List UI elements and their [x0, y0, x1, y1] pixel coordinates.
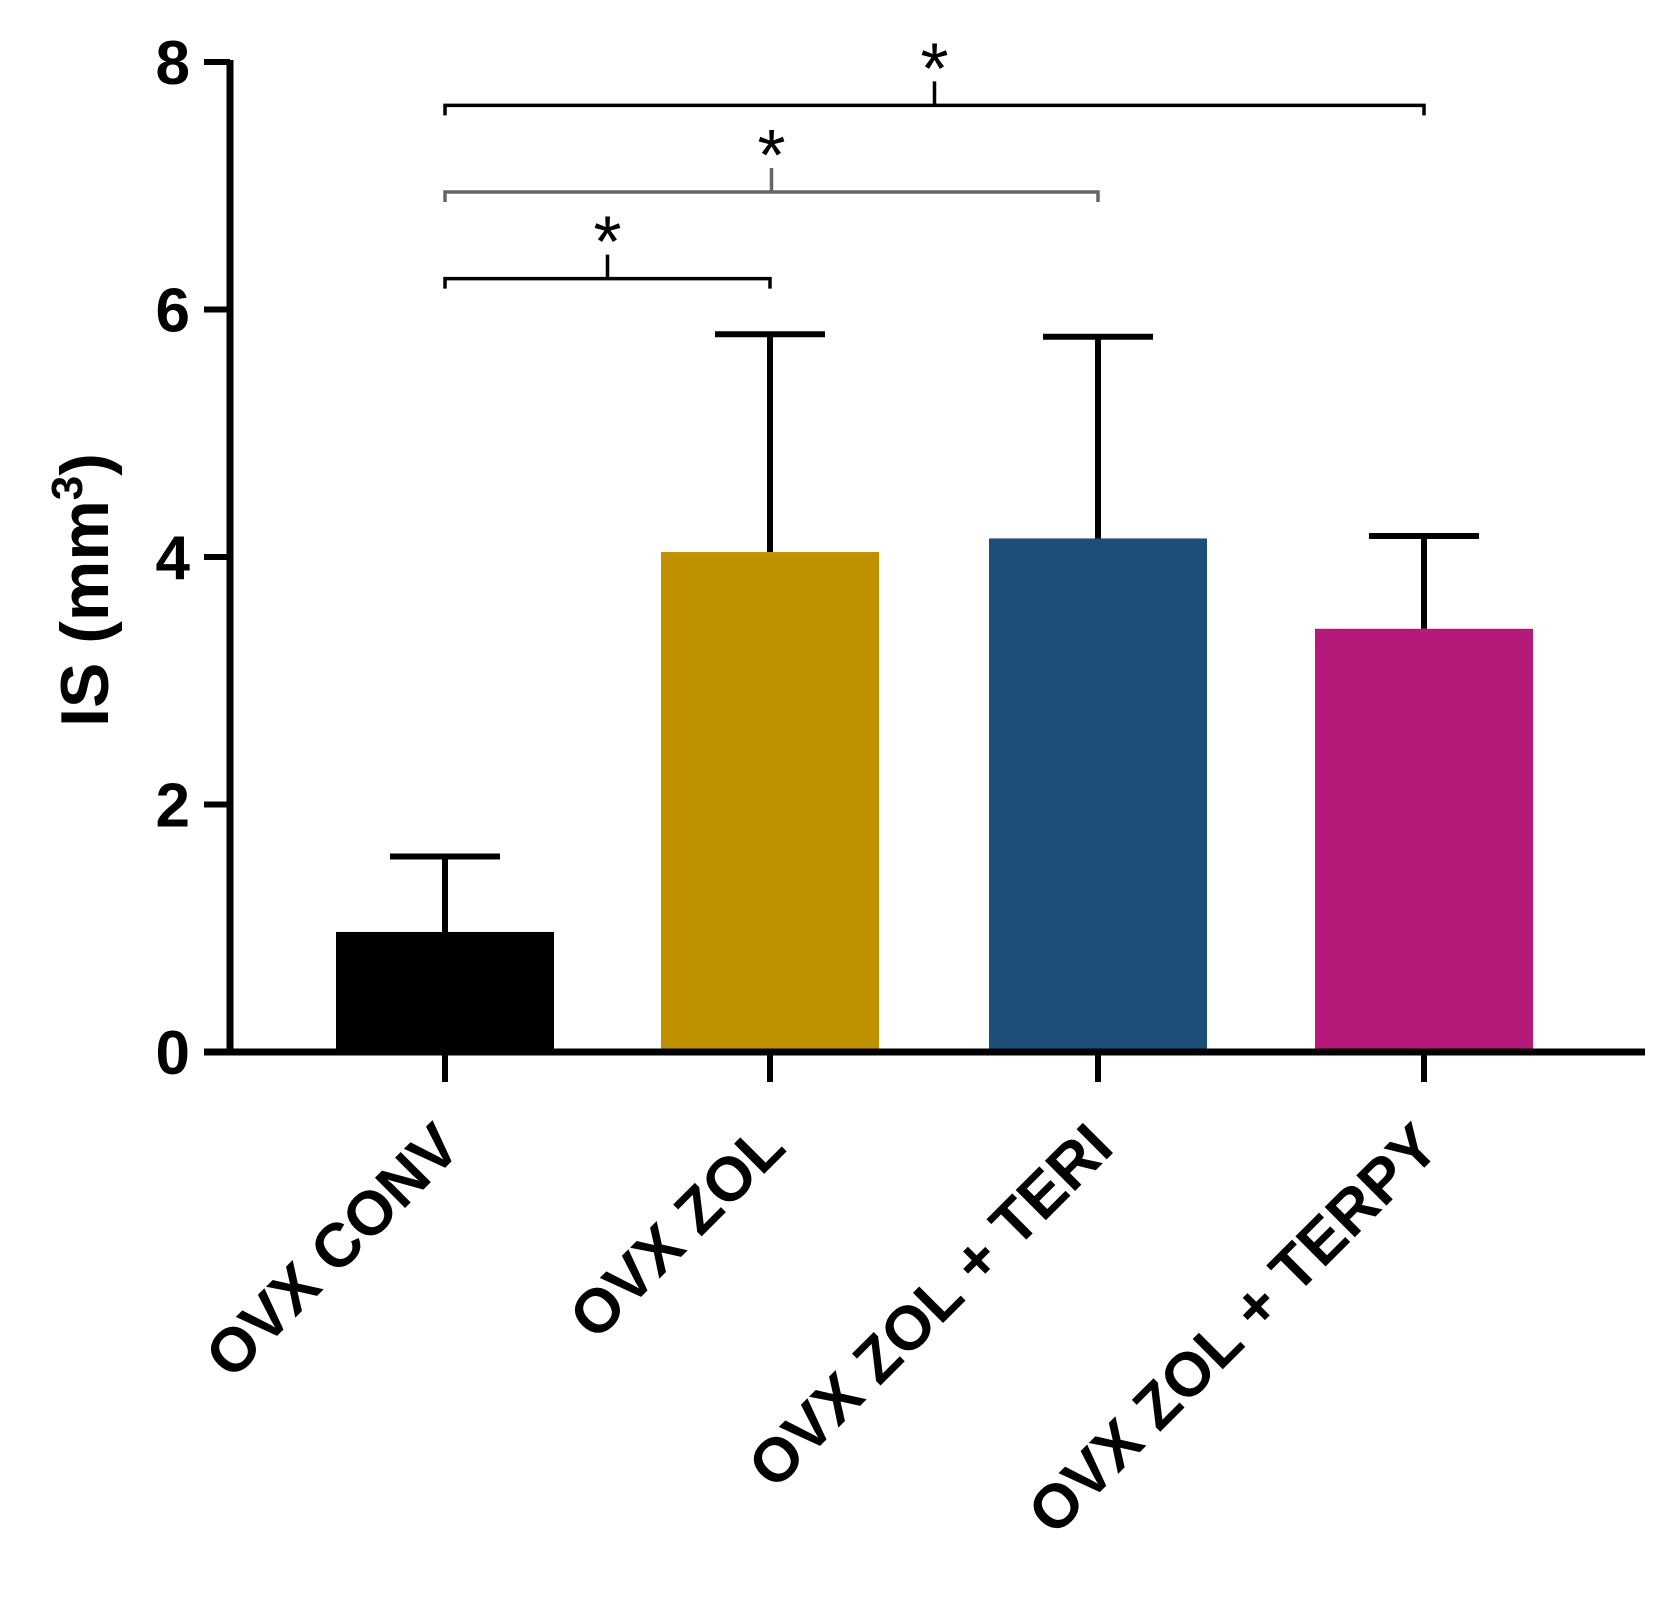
error-bar-3	[1043, 333, 1153, 539]
bracket-line	[443, 81, 1426, 116]
significance-bracket-3: *	[443, 29, 1426, 116]
bracket-line	[443, 254, 772, 289]
y-tick-label: 6	[156, 277, 190, 346]
y-tick-label: 4	[156, 524, 191, 593]
y-ticks-layer: 0 2 4 6 8	[156, 29, 230, 1088]
y-tick-label: 8	[156, 29, 190, 98]
bars-layer	[336, 538, 1533, 1052]
x-category-label: OVX CONV	[193, 1111, 473, 1391]
x-category-label: OVX ZOL	[557, 1111, 798, 1352]
significance-layer: * * *	[443, 29, 1426, 289]
bar-2	[661, 552, 879, 1052]
error-bars-layer	[390, 331, 1479, 932]
bracket-line	[443, 167, 1100, 202]
significance-bracket-1: *	[443, 203, 772, 289]
significance-star: *	[920, 29, 948, 109]
bar-1	[336, 931, 554, 1052]
significance-bracket-2: *	[443, 116, 1100, 202]
bar-4	[1315, 628, 1533, 1052]
bar-3	[989, 538, 1207, 1052]
error-bar-2	[715, 331, 825, 553]
significance-star: *	[757, 116, 785, 196]
y-axis-label: IS (mm3)	[43, 453, 123, 727]
significance-star: *	[593, 203, 621, 283]
error-bar-1	[390, 853, 500, 932]
y-tick-label: 2	[156, 772, 190, 841]
error-bar-4	[1369, 532, 1479, 629]
y-tick-label: 0	[156, 1019, 190, 1088]
x-category-label: OVX ZOL + TERI	[736, 1111, 1126, 1501]
